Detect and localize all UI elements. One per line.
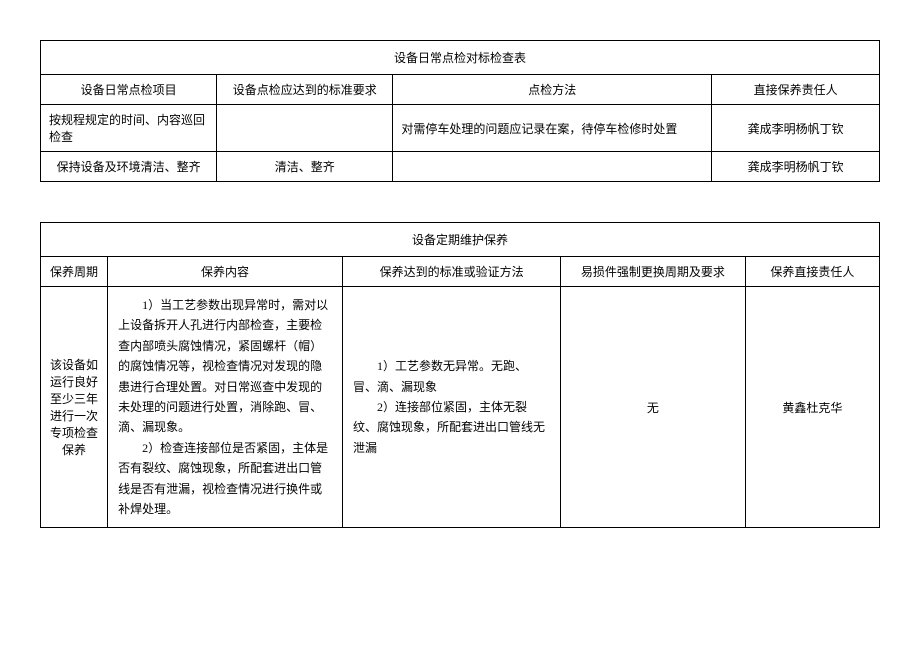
t2-r1-content: 1）当工艺参数出现异常时，需对以上设备拆开人孔进行内部检查，主要检查内部喷头腐蚀… [108, 287, 343, 528]
table-row: 保持设备及环境清洁、整齐 清洁、整齐 龚成李明杨帆丁钦 [41, 152, 880, 182]
t2-standard-p2: 2）连接部位紧固，主体无裂纹、腐蚀现象，所配套进出口管线无泄漏 [353, 397, 550, 458]
table1-title: 设备日常点检对标检查表 [41, 41, 880, 75]
t2-r1-cycle: 该设备如运行良好至少三年进行一次专项检查保养 [41, 287, 108, 528]
t1-r1-c3: 对需停车处理的问题应记录在案，待停车检修时处置 [393, 105, 712, 152]
t1-r1-c4: 龚成李明杨帆丁钦 [712, 105, 880, 152]
periodic-maintenance-table: 设备定期维护保养 保养周期 保养内容 保养达到的标准或验证方法 易损件强制更换周… [40, 222, 880, 528]
table-row: 按规程规定的时间、内容巡回检查 对需停车处理的问题应记录在案，待停车检修时处置 … [41, 105, 880, 152]
t2-content-p2: 2）检查连接部位是否紧固，主体是否有裂纹、腐蚀现象，所配套进出口管线是否有泄漏，… [118, 438, 332, 520]
t2-header-content: 保养内容 [108, 257, 343, 287]
t2-header-person: 保养直接责任人 [745, 257, 879, 287]
t2-r1-standard: 1）工艺参数无异常。无跑、冒、滴、漏现象 2）连接部位紧固，主体无裂纹、腐蚀现象… [343, 287, 561, 528]
t2-r1-parts: 无 [561, 287, 746, 528]
table2-title: 设备定期维护保养 [41, 223, 880, 257]
t1-header-standard: 设备点检应达到的标准要求 [217, 75, 393, 105]
t2-header-standard: 保养达到的标准或验证方法 [343, 257, 561, 287]
t2-header-cycle: 保养周期 [41, 257, 108, 287]
t1-r2-c1: 保持设备及环境清洁、整齐 [41, 152, 217, 182]
t1-r2-c4: 龚成李明杨帆丁钦 [712, 152, 880, 182]
t1-r1-c1: 按规程规定的时间、内容巡回检查 [41, 105, 217, 152]
t1-r2-c3 [393, 152, 712, 182]
t1-r1-c2 [217, 105, 393, 152]
table-row: 该设备如运行良好至少三年进行一次专项检查保养 1）当工艺参数出现异常时，需对以上… [41, 287, 880, 528]
t1-r2-c2: 清洁、整齐 [217, 152, 393, 182]
t2-standard-p1: 1）工艺参数无异常。无跑、冒、滴、漏现象 [353, 356, 550, 397]
t1-header-item: 设备日常点检项目 [41, 75, 217, 105]
t2-r1-person: 黄鑫杜克华 [745, 287, 879, 528]
daily-inspection-table: 设备日常点检对标检查表 设备日常点检项目 设备点检应达到的标准要求 点检方法 直… [40, 40, 880, 182]
t2-header-parts: 易损件强制更换周期及要求 [561, 257, 746, 287]
t1-header-method: 点检方法 [393, 75, 712, 105]
t2-content-p1: 1）当工艺参数出现异常时，需对以上设备拆开人孔进行内部检查，主要检查内部喷头腐蚀… [118, 295, 332, 438]
t1-header-person: 直接保养责任人 [712, 75, 880, 105]
